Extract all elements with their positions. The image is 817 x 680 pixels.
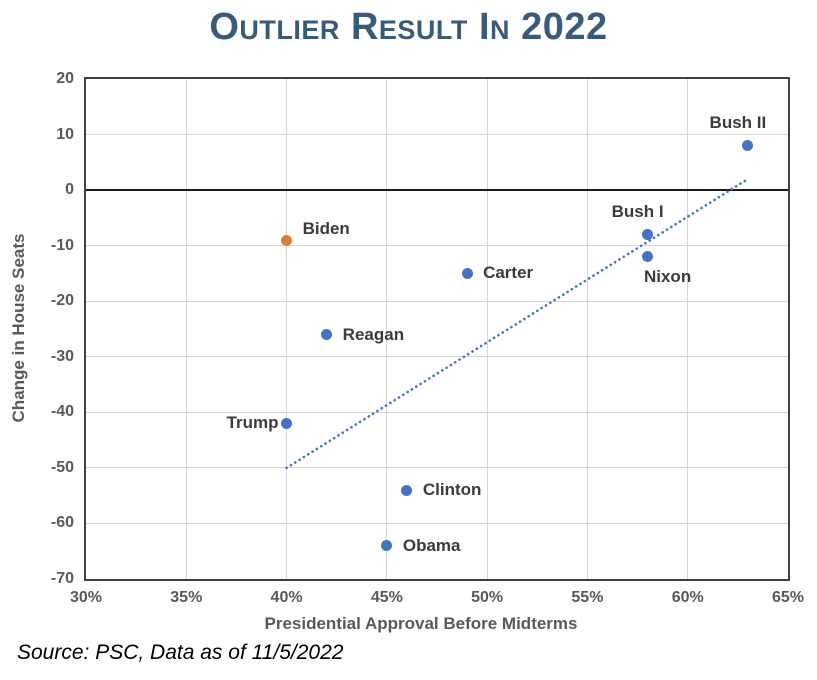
data-point-bush-ii xyxy=(742,140,754,152)
grid-line-vertical xyxy=(687,79,689,579)
grid-line-vertical xyxy=(185,79,187,579)
y-tick-label: -60 xyxy=(50,514,74,532)
data-point-label-carter: Carter xyxy=(483,263,534,283)
grid-line-vertical xyxy=(286,79,288,579)
data-point-reagan xyxy=(321,329,333,341)
data-point-label-bush-ii: Bush II xyxy=(709,112,767,132)
data-point-biden xyxy=(281,234,293,246)
grid-line-vertical xyxy=(586,79,588,579)
x-tick-label: 30% xyxy=(69,589,103,606)
x-tick-label: 45% xyxy=(370,589,403,606)
data-point-bush-i xyxy=(642,229,654,241)
x-tick-label: 55% xyxy=(571,589,604,606)
grid-line-vertical xyxy=(486,79,488,579)
grid-line-horizontal xyxy=(86,411,788,413)
x-tick-label: 40% xyxy=(270,589,303,606)
data-point-label-reagan: Reagan xyxy=(342,324,405,344)
y-tick-label: -40 xyxy=(50,403,74,421)
y-tick-label: -10 xyxy=(50,236,74,254)
data-point-label-bush-i: Bush I xyxy=(611,201,664,221)
grid-line-horizontal xyxy=(86,467,788,469)
x-tick-label: 50% xyxy=(471,589,504,606)
x-tick-label: 65% xyxy=(771,589,805,606)
data-point-label-nixon: Nixon xyxy=(643,266,692,286)
y-tick-label: 0 xyxy=(65,181,74,199)
y-tick-label: -20 xyxy=(50,292,74,310)
data-point-trump xyxy=(281,417,293,429)
y-tick-label: -30 xyxy=(50,347,74,365)
grid-line-vertical xyxy=(386,79,388,579)
x-axis-title: Presidential Approval Before Midterms xyxy=(264,614,578,633)
data-point-clinton xyxy=(401,484,413,496)
chart-title: Outlier Result In 2022 xyxy=(209,6,608,48)
x-tick-label: 60% xyxy=(671,589,704,606)
y-axis-title: Change in House Seats xyxy=(9,233,28,423)
data-point-label-obama: Obama xyxy=(402,535,461,555)
y-tick-label: -50 xyxy=(50,458,74,476)
grid-line-horizontal xyxy=(86,356,788,358)
data-point-label-clinton: Clinton xyxy=(422,480,482,500)
plot-area: Bush II Bush I Nixon Carter Biden Reagan Trump… xyxy=(84,77,790,581)
grid-line-horizontal xyxy=(86,522,788,524)
data-point-nixon xyxy=(642,251,654,263)
data-point-carter xyxy=(461,267,473,279)
zero-line xyxy=(86,189,788,192)
y-tick-label: 10 xyxy=(56,125,74,143)
data-point-label-trump: Trump xyxy=(226,413,279,433)
grid-line-horizontal xyxy=(86,245,788,247)
source-note: Source: PSC, Data as of 11/5/2022 xyxy=(17,641,344,664)
grid-line-horizontal xyxy=(86,300,788,302)
data-point-label-biden: Biden xyxy=(302,219,350,239)
y-tick-label: 20 xyxy=(56,70,74,87)
trend-line xyxy=(285,177,750,470)
grid-line-horizontal xyxy=(86,134,788,136)
y-tick-label: -70 xyxy=(50,570,74,587)
x-tick-label: 35% xyxy=(170,589,203,606)
data-point-obama xyxy=(381,540,393,552)
